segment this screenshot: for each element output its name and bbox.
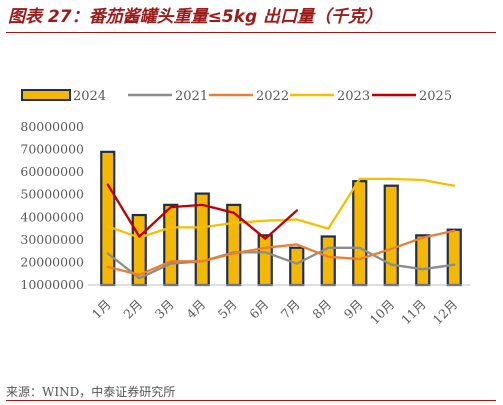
y-tick-label: 10000000 [20,277,84,292]
bar-2024-12 [446,228,462,287]
x-tick-label: 12月 [430,297,461,328]
x-tick-label: 11月 [398,297,429,328]
x-tick-label: 3月 [152,297,177,322]
bar-2024-10 [383,184,399,287]
y-tick-label: 70000000 [20,142,84,157]
line-2022 [106,229,456,276]
source-note: 来源：WIND，中泰证券研究所 [6,385,176,399]
line-2021 [106,246,456,280]
y-axis: 10000000 20000000 30000000 40000000 50000000… [20,119,84,292]
chart-title: 图表 27：番茄酱罐头重量≤5kg 出口量（千克） [8,7,383,27]
legend-label-2024: 2024 [73,89,106,104]
y-tick-label: 50000000 [20,187,84,202]
bar-2024-8 [320,235,336,287]
line-2025 [106,183,298,240]
legend-swatch-2024 [21,89,71,101]
bar-2024-6 [257,234,273,287]
x-tick-label: 8月 [309,297,334,322]
legend-label-2023: 2023 [337,89,370,104]
chart-legend: 2024 2021 2022 2023 2025 [21,89,452,104]
y-tick-label: 60000000 [20,164,84,179]
bar-2024-7 [289,246,305,287]
line-2023 [106,177,456,239]
bar-2024-1 [100,150,116,287]
y-tick-label: 30000000 [20,232,84,247]
legend-label-2022: 2022 [256,89,289,104]
x-tick-label: 7月 [278,297,303,322]
bottom-divider [6,400,496,401]
legend-label-2021: 2021 [175,89,208,104]
x-tick-label: 2月 [120,297,145,322]
bar-series-2024 [100,150,462,287]
export-volume-chart: 2024 2021 2022 2023 2025 10000000 20000000 300… [20,89,470,328]
title-divider [6,32,496,33]
x-tick-label: 4月 [183,297,208,322]
x-axis: 1月 2月 3月 4月 5月 6月 7月 8月 9月 10月 11月 12月 [88,284,470,328]
x-tick-label: 9月 [341,297,366,322]
y-tick-label: 20000000 [20,254,84,269]
x-tick-label: 6月 [246,297,271,322]
legend-label-2025: 2025 [419,89,452,104]
bar-2024-11 [415,234,431,287]
bar-2024-3 [163,203,179,287]
x-tick-label: 5月 [215,297,240,322]
bar-2024-9 [352,180,368,287]
x-tick-label: 1月 [89,297,114,322]
line-series-group [106,177,456,280]
x-tick-label: 10月 [367,297,398,328]
bar-2024-4 [194,192,210,287]
y-tick-label: 80000000 [20,119,84,134]
y-tick-label: 40000000 [20,209,84,224]
